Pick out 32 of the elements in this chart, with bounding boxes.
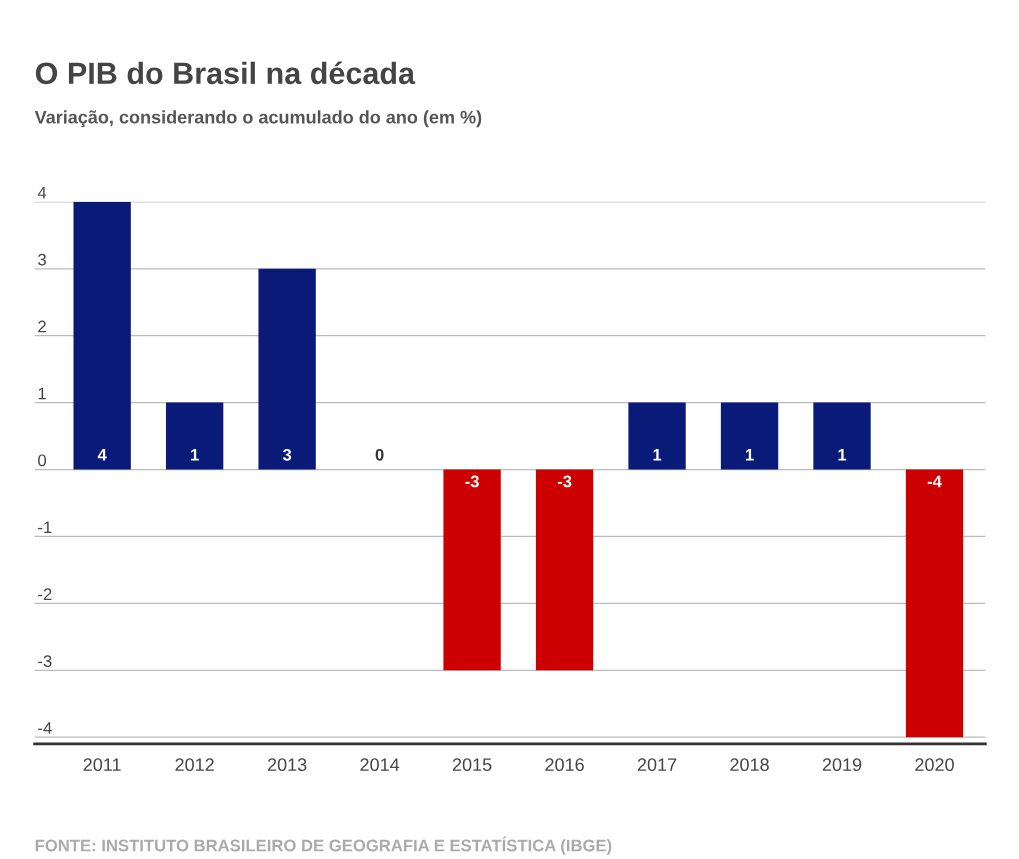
y-tick-label: 1 [38, 387, 46, 400]
source-note: FONTE: INSTITUTO BRASILEIRO DE GEOGRAFIA E ESTATÍSTICA (IBGE) [35, 836, 612, 855]
x-tick-label: 2015 [452, 758, 492, 772]
chart-subtitle: Variação, considerando o acumulado do ano (em %) [34, 110, 482, 128]
x-tick-label: 2020 [915, 758, 954, 772]
y-tick-label: -3 [38, 655, 52, 667]
data-label: -3 [465, 475, 479, 488]
chart-title: O PIB do Brasil na década [35, 61, 416, 85]
y-tick-label: 0 [38, 454, 47, 467]
y-tick-label: -1 [38, 521, 52, 533]
y-tick-label: 2 [38, 320, 46, 333]
data-label: 4 [97, 449, 107, 461]
data-label: 1 [745, 449, 754, 461]
x-tick-label: 2013 [267, 758, 307, 772]
data-label: 3 [282, 448, 292, 461]
x-tick-label: 2018 [730, 758, 769, 772]
y-tick-label: 4 [37, 186, 47, 199]
x-tick-label: 2019 [822, 758, 862, 772]
y-tick-label: -2 [38, 588, 52, 600]
y-tick-label: -4 [38, 722, 52, 734]
x-tick-label: 2017 [637, 758, 677, 772]
data-label: -3 [557, 475, 572, 488]
data-label: -4 [927, 475, 942, 488]
x-tick-label: 2016 [545, 758, 584, 772]
data-label: 1 [653, 449, 662, 461]
x-tick-label: 2014 [360, 758, 400, 772]
y-tick-label: 3 [38, 253, 46, 266]
data-label: 1 [838, 449, 847, 461]
x-tick-label: 2012 [175, 758, 214, 772]
data-label: 1 [191, 449, 199, 461]
data-label: 0 [375, 448, 384, 461]
x-tick-label: 2011 [83, 758, 121, 772]
